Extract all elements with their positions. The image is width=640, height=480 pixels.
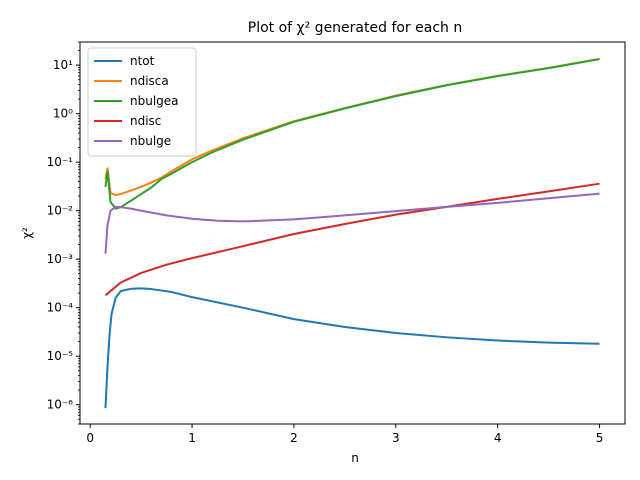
series-line-ndisc [104,182,600,297]
series-group [104,57,600,409]
legend: ntot ndisca nbulgea ndisc nbulge [87,47,197,157]
y-tick-label: 10¹ [53,58,73,72]
axes-frame [79,41,626,425]
series-line-ntot [104,287,600,409]
plot-title: Plot of χ² generated for each n [248,20,462,36]
y-tick-label: 10⁻⁴ [47,301,74,315]
legend-box [87,47,197,157]
y-tick-label: 10⁻² [47,204,74,218]
x-tick-label: 1 [188,431,196,445]
legend-label-ntot: ntot [130,54,155,68]
y-tick-label: 10⁰ [53,107,73,121]
series-line-nbulge [104,192,600,254]
series-line-nbulgea [104,58,600,210]
y-axis: 10⁻⁶ 10⁻⁵ 10⁻⁴ 10⁻³ 10⁻² 10⁻¹ 10⁰ 10¹ [47,41,80,425]
legend-label-ndisc: ndisc [130,114,161,128]
y-tick-label: 10⁻⁶ [47,398,74,412]
plot-area [79,41,626,425]
legend-label-nbulgea: nbulgea [130,94,179,108]
x-tick-label: 5 [596,431,604,445]
y-tick-label: 10⁻³ [47,252,74,266]
y-tick-label: 10⁻⁵ [47,349,74,363]
x-tick-label: 4 [494,431,502,445]
y-axis-title: χ² [20,227,34,239]
x-tick-label: 0 [86,431,94,445]
x-axis: 0 1 2 3 4 5 [86,424,603,445]
y-tick-label: 10⁻¹ [47,155,74,169]
x-tick-label: 3 [392,431,400,445]
x-tick-label: 2 [290,431,298,445]
legend-label-nbulge: nbulge [130,134,171,148]
legend-label-ndisca: ndisca [130,74,169,88]
x-axis-title: n [351,451,359,465]
